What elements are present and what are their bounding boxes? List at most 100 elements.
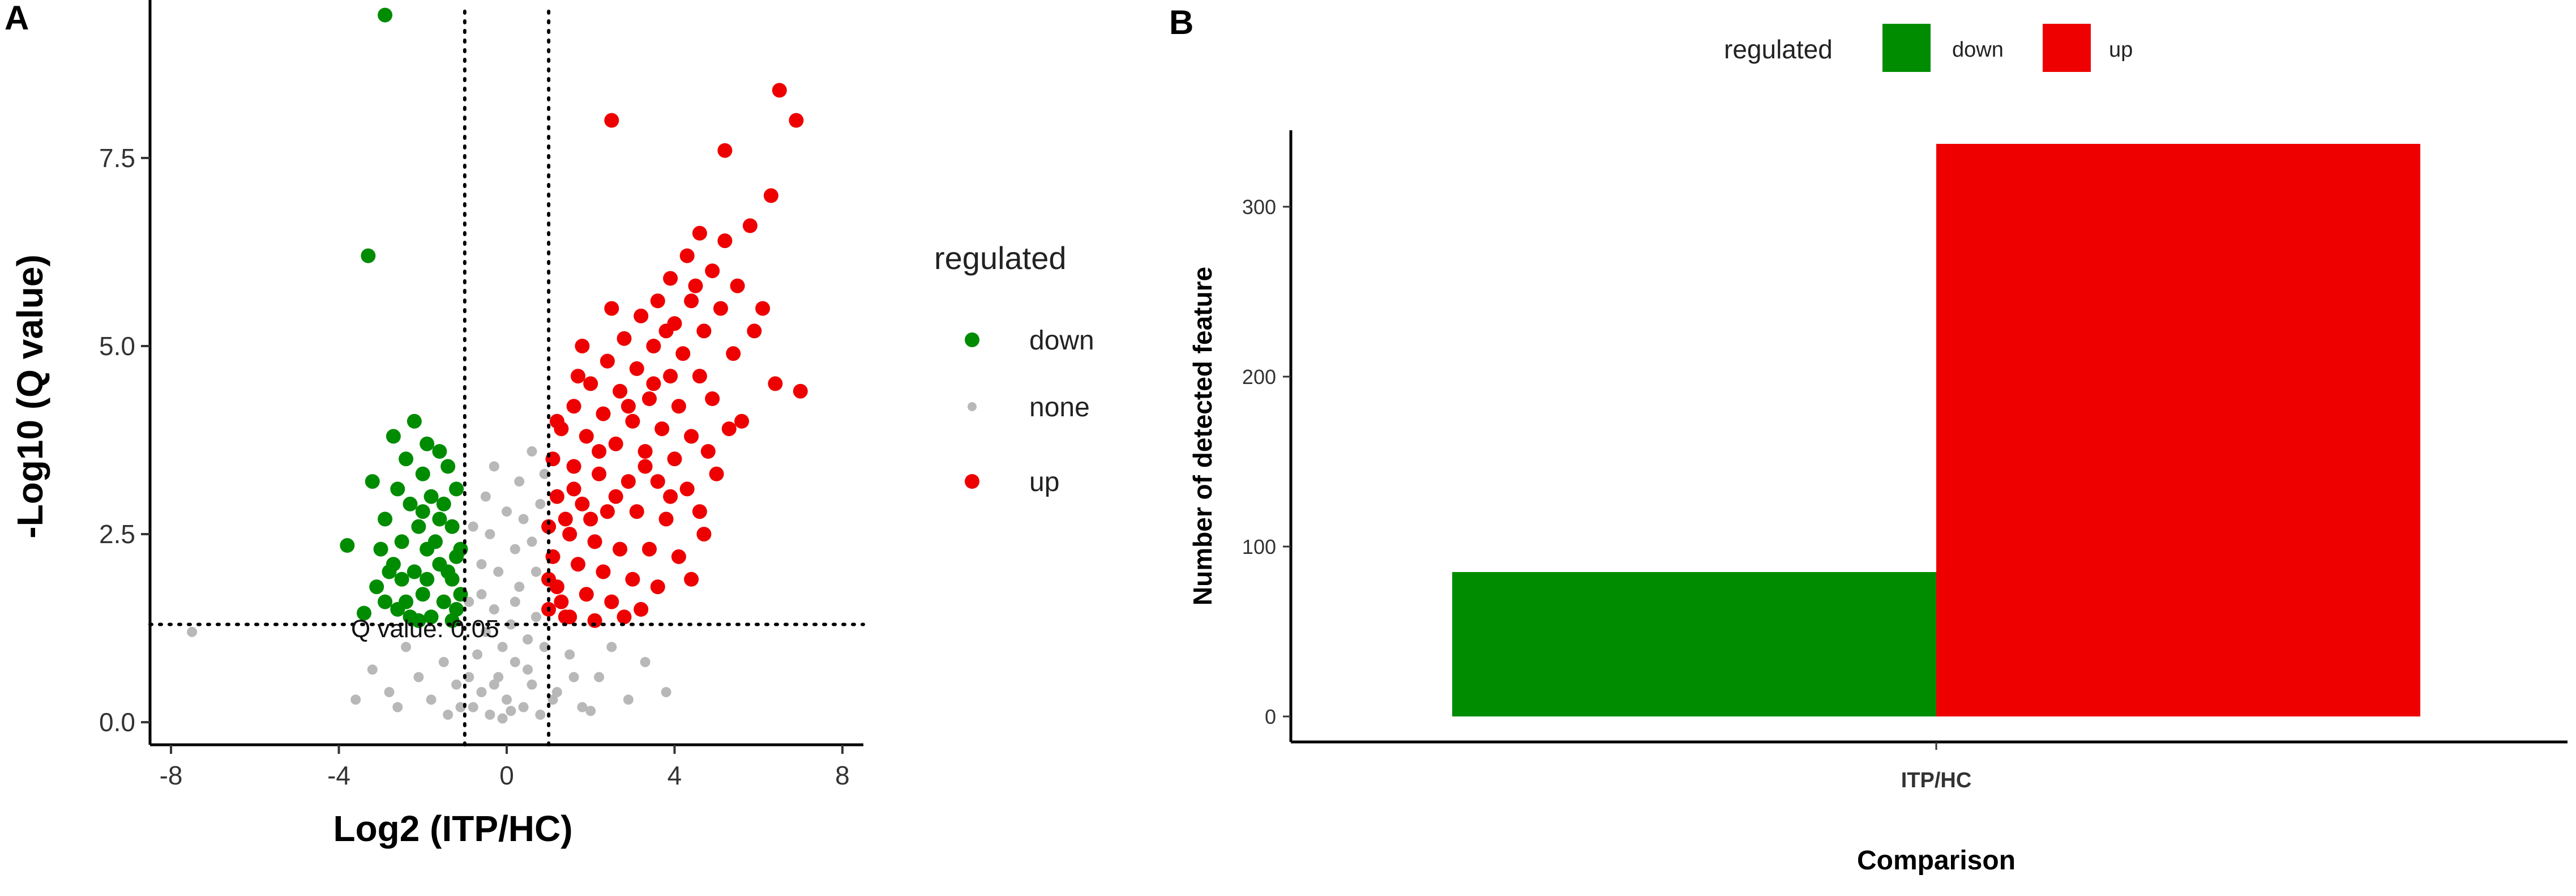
- point-none: [506, 619, 516, 630]
- point-none: [530, 566, 541, 577]
- point-none: [527, 446, 537, 456]
- point-up: [734, 413, 750, 429]
- point-none: [606, 642, 617, 652]
- point-up: [688, 278, 703, 293]
- legend-label-none: none: [1029, 392, 1090, 423]
- point-none: [518, 514, 529, 524]
- y-tick-label: 7.5: [99, 143, 135, 173]
- point-none: [640, 656, 651, 667]
- point-down: [394, 534, 409, 549]
- point-none: [510, 544, 520, 554]
- point-up: [600, 504, 615, 519]
- point-none: [497, 642, 508, 652]
- x-axis-title: Comparison: [1857, 846, 2016, 876]
- point-none: [464, 672, 474, 682]
- point-up: [650, 474, 665, 489]
- legend-swatch-up: [2043, 24, 2091, 72]
- point-up: [696, 323, 712, 339]
- point-none: [502, 506, 512, 517]
- point-down: [361, 248, 376, 263]
- point-none: [468, 521, 478, 532]
- point-up: [583, 376, 598, 391]
- x-tick-label: 4: [667, 761, 682, 790]
- point-up: [637, 459, 653, 474]
- point-none: [489, 461, 499, 472]
- y-tick-label: 300: [1242, 195, 1276, 219]
- point-none: [367, 664, 378, 675]
- point-up: [617, 331, 632, 346]
- point-up: [793, 383, 808, 399]
- point-none: [530, 612, 541, 622]
- point-up: [663, 489, 678, 504]
- point-up: [549, 489, 564, 504]
- legend-label-up: up: [2109, 38, 2133, 62]
- point-none: [451, 679, 462, 690]
- point-down: [420, 571, 435, 587]
- bars: [1452, 144, 2420, 716]
- point-down: [378, 511, 393, 527]
- point-up: [575, 339, 590, 353]
- point-down: [378, 594, 393, 609]
- point-down: [432, 511, 447, 527]
- point-none: [485, 709, 495, 720]
- point-up: [541, 519, 557, 534]
- point-none: [577, 702, 588, 712]
- point-up: [604, 301, 619, 316]
- point-down: [369, 579, 384, 595]
- point-none: [476, 687, 487, 697]
- legend-label-up: up: [1029, 467, 1059, 497]
- scatter-points: [187, 7, 808, 724]
- x-tick-label: -8: [160, 761, 183, 790]
- point-up: [558, 609, 573, 625]
- point-none: [480, 491, 491, 502]
- point-up: [679, 248, 695, 263]
- axes-a: [148, 0, 863, 746]
- point-down: [378, 7, 393, 23]
- point-up: [705, 391, 720, 406]
- x-ticks: -8 -4 0 4 8: [160, 745, 850, 790]
- point-up: [658, 511, 674, 527]
- point-none: [514, 582, 525, 592]
- volcano-plot: -8 -4 0 4 8 0.0 2.5 5.0 7.5 Q value: 0.05 Log2 …: [10, 0, 1094, 849]
- point-up: [579, 587, 594, 602]
- point-up: [726, 346, 741, 361]
- point-down: [436, 496, 451, 511]
- point-down: [436, 594, 451, 609]
- point-down: [411, 519, 426, 534]
- legend-title: regulated: [1724, 35, 1833, 64]
- y-ticks: 0 100 200 300: [1242, 195, 1291, 728]
- bar-down: [1452, 572, 1936, 716]
- point-up: [646, 339, 661, 353]
- point-none: [443, 709, 453, 720]
- legend-label-down: down: [1952, 38, 2004, 62]
- point-down: [403, 496, 418, 511]
- point-up: [621, 474, 636, 489]
- point-up: [675, 346, 691, 361]
- point-up: [713, 301, 728, 316]
- point-none: [476, 559, 487, 570]
- point-none: [350, 694, 361, 705]
- legend-b: regulated down up: [1724, 24, 2133, 72]
- point-up: [613, 541, 628, 557]
- point-up: [663, 369, 678, 384]
- y-ticks: 0.0 2.5 5.0 7.5: [99, 143, 150, 737]
- point-up: [629, 361, 644, 376]
- point-up: [608, 489, 623, 504]
- point-up: [566, 481, 581, 497]
- y-tick-label: 0: [1265, 705, 1276, 728]
- point-up: [558, 511, 573, 527]
- point-up: [575, 496, 590, 511]
- point-up: [679, 481, 695, 497]
- point-none: [489, 679, 499, 690]
- point-up: [587, 534, 602, 549]
- point-up: [654, 421, 670, 437]
- point-down: [449, 549, 464, 564]
- x-tick-label: 8: [835, 761, 850, 790]
- point-up: [554, 594, 569, 609]
- legend-swatch-up: [965, 474, 979, 489]
- point-none: [384, 687, 395, 697]
- point-none: [480, 626, 491, 637]
- point-down: [423, 489, 439, 504]
- point-down: [428, 534, 443, 549]
- x-axis-title: Log2 (ITP/HC): [333, 808, 572, 849]
